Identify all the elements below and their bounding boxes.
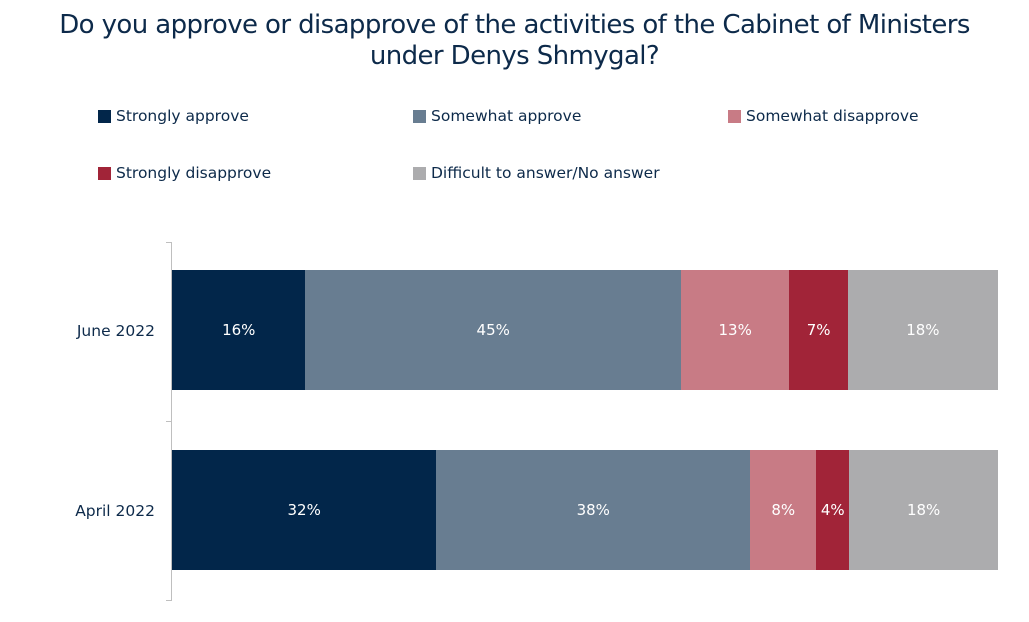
legend-label: Strongly disapprove — [116, 164, 272, 182]
bar-segment-strongly-disapprove-april-2022: 4% — [816, 450, 850, 570]
data-label: 32% — [287, 501, 321, 519]
legend-swatch — [413, 166, 426, 180]
data-label: 13% — [718, 321, 752, 339]
bar-segment-difficult-to-answer-no-answer-june-2022: 18% — [847, 270, 998, 390]
chart-title: Do you approve or disapprove of the acti… — [0, 10, 1029, 72]
axis-line — [171, 242, 172, 601]
legend-item-somewhat-disapprove: Somewhat disapprove — [728, 107, 919, 125]
data-label: 38% — [576, 501, 610, 519]
axis-tick — [166, 421, 171, 422]
bar-segment-somewhat-disapprove-april-2022: 8% — [750, 450, 817, 570]
legend-swatch — [413, 109, 426, 123]
legend-label: Somewhat approve — [431, 107, 582, 125]
bar-segment-somewhat-approve-april-2022: 38% — [436, 450, 751, 570]
data-label: 7% — [806, 321, 831, 339]
bar-segment-somewhat-disapprove-june-2022: 13% — [680, 270, 790, 390]
category-label-april-2022: April 2022 — [75, 502, 155, 520]
bar-segment-strongly-approve-april-2022: 32% — [172, 450, 437, 570]
legend-item-strongly-disapprove: Strongly disapprove — [98, 164, 271, 182]
legend-label: Somewhat disapprove — [746, 107, 919, 125]
data-label: 16% — [222, 321, 256, 339]
bar-segment-difficult-to-answer-no-answer-april-2022: 18% — [849, 450, 998, 570]
legend-swatch — [98, 109, 111, 123]
legend-label: Strongly approve — [116, 107, 249, 125]
category-label-june-2022: June 2022 — [76, 322, 155, 340]
legend-swatch — [98, 166, 111, 180]
chart-title-line-2: under Denys Shmygal? — [369, 41, 660, 71]
axis-tick — [166, 242, 171, 243]
bar-segment-somewhat-approve-june-2022: 45% — [305, 270, 681, 390]
data-label: 4% — [820, 501, 845, 519]
bar-segment-strongly-disapprove-june-2022: 7% — [789, 270, 848, 390]
data-label: 18% — [906, 321, 940, 339]
legend-item-strongly-approve: Strongly approve — [98, 107, 249, 125]
legend-label: Difficult to answer/No answer — [431, 164, 660, 182]
data-label: 45% — [476, 321, 510, 339]
legend-item-difficult-to-answer: Difficult to answer/No answer — [413, 164, 660, 182]
chart-title-line-1: Do you approve or disapprove of the acti… — [59, 10, 970, 40]
data-label: 18% — [906, 501, 941, 519]
data-label: 8% — [771, 501, 796, 519]
bar-segment-strongly-approve-june-2022: 16% — [172, 270, 306, 390]
legend-swatch — [728, 109, 741, 123]
axis-tick — [166, 600, 171, 601]
legend-item-somewhat-approve: Somewhat approve — [413, 107, 581, 125]
